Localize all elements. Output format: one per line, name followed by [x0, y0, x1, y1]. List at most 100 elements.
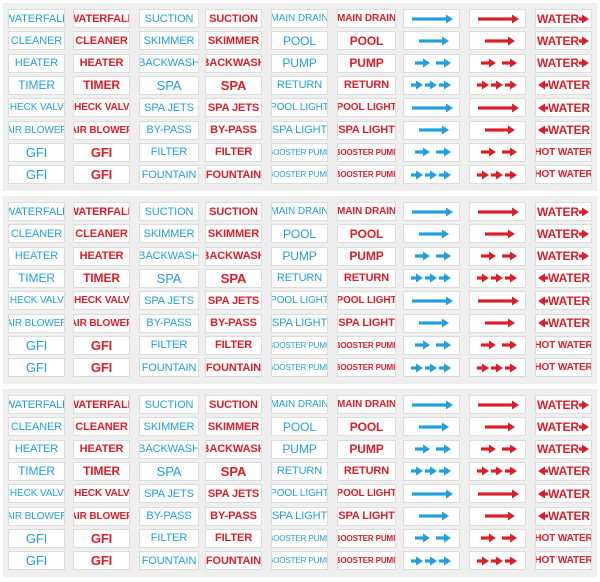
label-text: SPA: [220, 463, 247, 479]
label-text: FOUNTAIN: [141, 361, 197, 374]
label-text: BACKWASH: [139, 250, 199, 263]
label-backwash: BACKWASH: [139, 246, 199, 266]
label-gfi: GFI: [8, 335, 65, 355]
label-arrow-right-long: [403, 291, 460, 311]
label-suction: SUCTION: [205, 9, 262, 28]
arrow-double-icon: [414, 340, 451, 350]
label-text: SUCTION: [144, 12, 194, 25]
label-pool: POOL: [337, 417, 396, 437]
label-text: HEATER: [14, 57, 59, 70]
arrow-shaft: [544, 276, 549, 280]
arrow-head: [581, 36, 589, 46]
arrow-head: [445, 400, 453, 409]
label-arrow-triple: [403, 75, 460, 95]
arrow-triple-icon: [476, 80, 517, 90]
label-text: HEATER: [79, 57, 124, 70]
label-text: MAIN DRAIN: [271, 13, 328, 24]
label-text: HEATER: [79, 443, 124, 456]
arrow-shaft: [438, 469, 445, 473]
label-text: SUCTION: [144, 398, 194, 411]
label-water-left: WATER: [535, 75, 592, 95]
label-text: BY-PASS: [146, 317, 192, 329]
label-text: WATER: [537, 204, 579, 219]
arrow-shaft: [480, 150, 490, 154]
label-check-valve: CHECK VALVE: [8, 291, 65, 311]
label-text: GFI: [25, 530, 48, 546]
arrow-right-icon: [578, 422, 589, 432]
label-heater: HEATER: [8, 439, 65, 459]
arrow-shaft: [477, 16, 513, 21]
arrow-shaft: [435, 343, 445, 347]
arrow-shaft: [480, 61, 490, 65]
label-text: SPA LIGHT: [271, 510, 328, 522]
arrow-head: [488, 444, 496, 454]
label-heater: HEATER: [8, 53, 65, 73]
label-spa: SPA: [139, 461, 199, 481]
arrow-head: [511, 296, 519, 306]
label-text: WATER: [548, 100, 590, 115]
arrow-head: [581, 400, 589, 409]
label-by-pass: BY-PASS: [139, 313, 199, 333]
arrow-head: [481, 556, 489, 566]
arrow-double-icon: [480, 251, 517, 261]
label-air-blower: AIR BLOWER: [73, 506, 130, 526]
label-text: BOOSTER PUMP: [271, 556, 328, 566]
label-pool-light: POOL LIGHT: [271, 484, 328, 504]
arrow-right-icon: [578, 444, 589, 454]
arrow-head: [511, 207, 519, 216]
label-filter: FILTER: [139, 528, 199, 548]
arrow-shaft: [504, 276, 511, 280]
arrow-shaft: [578, 61, 583, 65]
label-suction: SUCTION: [205, 202, 262, 221]
arrow-shaft: [490, 365, 497, 370]
label-water-right: WATER: [535, 246, 592, 266]
arrow-head: [481, 273, 489, 283]
arrow-shaft: [544, 469, 549, 473]
label-skimmer: SKIMMER: [205, 224, 262, 244]
arrow-shaft: [477, 402, 513, 407]
label-gfi: GFI: [8, 165, 65, 185]
arrow-shaft: [477, 209, 513, 214]
label-text: TIMER: [83, 464, 120, 479]
arrow-shaft: [476, 558, 483, 563]
label-text: GFI: [90, 167, 113, 183]
arrow-right-short-icon: [484, 318, 515, 328]
label-text: FILTER: [214, 532, 253, 545]
label-return: RETURN: [337, 461, 396, 481]
arrow-shaft: [411, 402, 447, 407]
label-spa-jets: SPA JETS: [139, 484, 199, 504]
label-backwash: BACKWASH: [205, 246, 262, 266]
label-arrow-right-short: [403, 417, 460, 437]
label-text: MAIN DRAIN: [337, 13, 396, 24]
arrow-right-icon: [578, 229, 589, 239]
label-timer: TIMER: [73, 268, 130, 288]
label-text: WATER: [548, 316, 590, 330]
label-text: FILTER: [150, 339, 188, 352]
label-spa: SPA: [205, 75, 262, 95]
label-main-drain: MAIN DRAIN: [271, 202, 328, 221]
label-arrow-double: [403, 246, 460, 266]
arrow-shaft: [480, 447, 490, 451]
label-text: MAIN DRAIN: [337, 399, 396, 410]
label-water-right: WATER: [535, 439, 592, 459]
arrow-shaft: [504, 83, 511, 87]
arrow-left-icon: [538, 466, 549, 476]
arrow-triple-icon: [410, 363, 451, 373]
arrow-shaft: [438, 83, 445, 87]
arrow-shaft: [484, 232, 509, 236]
label-text: CHECK VALVE: [9, 295, 64, 307]
arrow-shaft: [476, 469, 483, 473]
arrow-triple-icon: [410, 80, 451, 90]
label-text: POOL LIGHT: [337, 295, 396, 307]
label-text: FILTER: [214, 146, 253, 159]
arrow-shaft: [476, 172, 483, 177]
label-text: BOOSTER PUMP: [271, 340, 328, 350]
label-water-left: WATER: [535, 461, 592, 481]
arrow-right-long-icon: [477, 14, 519, 23]
label-gfi: GFI: [73, 358, 130, 378]
label-by-pass: BY-PASS: [205, 506, 262, 526]
arrow-right-short-icon: [484, 229, 515, 239]
label-pool-light: POOL LIGHT: [271, 291, 328, 311]
label-arrow-right-long: [403, 98, 460, 118]
arrow-head: [429, 273, 437, 283]
